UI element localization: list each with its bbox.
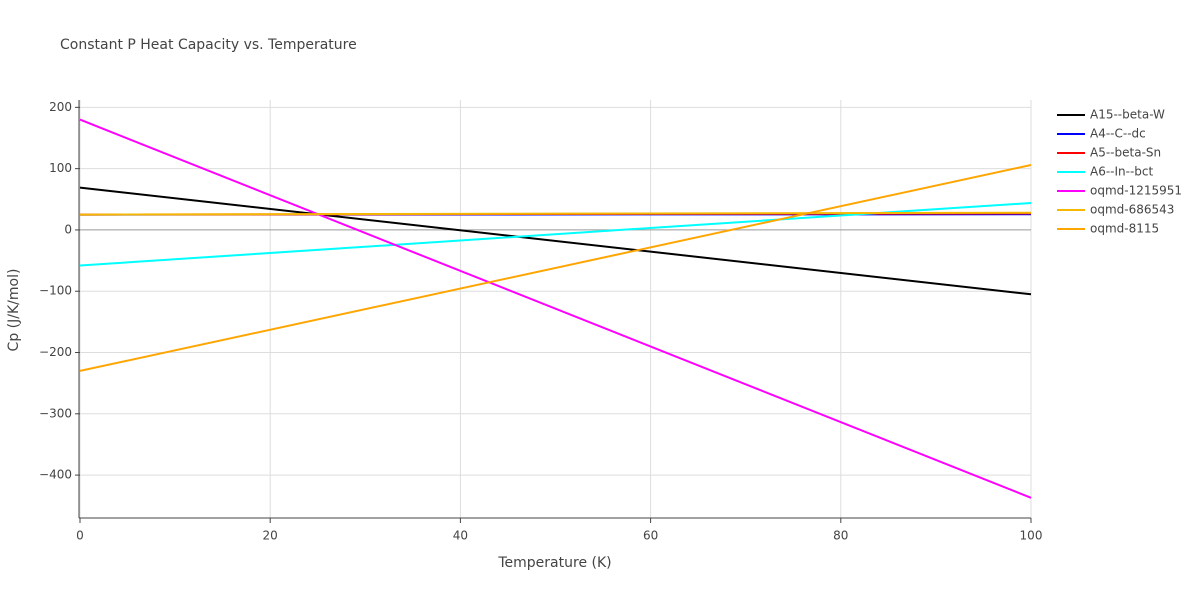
x-tick-label: 40	[453, 529, 468, 543]
legend-label: A6--In--bct	[1090, 165, 1154, 179]
x-tick-label: 60	[643, 529, 658, 543]
x-tick-label: 20	[263, 529, 278, 543]
y-tick-label: 200	[49, 100, 72, 114]
legend-label: A5--beta-Sn	[1090, 146, 1161, 160]
x-axis-title: Temperature (K)	[497, 555, 611, 571]
legend-label: oqmd-1215951	[1090, 184, 1182, 198]
legend-label: A4--C--dc	[1090, 127, 1146, 141]
y-tick-label: −300	[39, 406, 72, 420]
x-tick-label: 100	[1020, 529, 1043, 543]
legend-label: A15--beta-W	[1090, 108, 1165, 122]
y-tick-label: −400	[39, 468, 72, 482]
x-tick-label: 80	[833, 529, 848, 543]
y-tick-label: −200	[39, 345, 72, 359]
y-tick-label: −100	[39, 284, 72, 298]
y-axis-title: Cp (J/K/mol)	[6, 269, 22, 352]
x-tick-label: 0	[76, 529, 84, 543]
legend-label: oqmd-8115	[1090, 222, 1159, 236]
chart-title: Constant P Heat Capacity vs. Temperature	[60, 37, 357, 53]
legend-label: oqmd-686543	[1090, 203, 1174, 217]
y-tick-label: 0	[64, 222, 72, 236]
y-tick-label: 100	[49, 161, 72, 175]
